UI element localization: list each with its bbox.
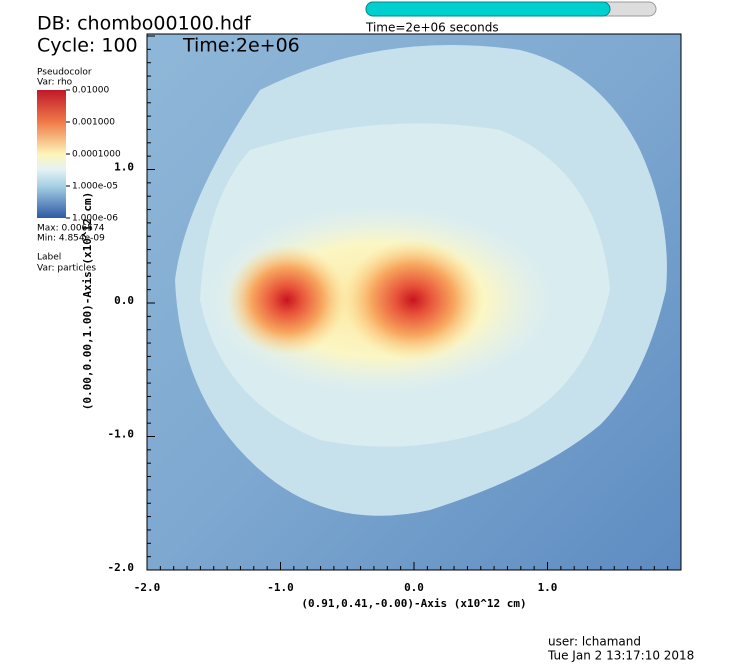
y-axis-title: (0.00,0.00,1.00)-Axis (x10^12 cm) bbox=[81, 192, 94, 411]
progress-fill bbox=[365, 1, 611, 17]
color-bar-label: 0.001000 bbox=[72, 118, 115, 128]
color-bar-label: 0.0001000 bbox=[72, 150, 121, 160]
cycle: Cycle: 100 bbox=[37, 35, 138, 57]
legend-max: Max: 0.006574 bbox=[37, 224, 105, 234]
user: user: lchamand bbox=[548, 635, 641, 649]
density-image bbox=[147, 34, 681, 570]
color-bar-label: 0.01000 bbox=[72, 86, 109, 96]
x-axis-title: (0.91,0.41,-0.00)-Axis (x10^12 cm) bbox=[301, 597, 526, 610]
color-bar bbox=[37, 90, 66, 218]
legend-label: Label bbox=[37, 253, 61, 263]
legend-min: Min: 4.854e-09 bbox=[37, 234, 105, 244]
color-bar-labels: 0.01000 0.001000 0.0001000 1.000e-05 1.000e-… bbox=[66, 86, 121, 224]
legend-var: Var: rho bbox=[37, 78, 73, 88]
y-tick-label: -2.0 bbox=[108, 561, 135, 574]
x-tick-label: 1.0 bbox=[538, 581, 558, 594]
x-tick-label: 0.0 bbox=[404, 581, 424, 594]
y-tick-label: -1.0 bbox=[108, 428, 135, 441]
db-name: DB: chombo00100.hdf bbox=[37, 13, 252, 35]
axis-ticks: -2.0 -1.0 0.0 1.0 1.0 0.0 -1.0 -2.0 bbox=[108, 35, 682, 594]
y-tick-label: 1.0 bbox=[114, 161, 134, 174]
color-bar-label: 1.000e-06 bbox=[72, 214, 118, 224]
legend-plot: Pseudocolor bbox=[37, 68, 92, 78]
y-tick-label: 0.0 bbox=[114, 294, 134, 307]
legend-label-var: Var: particles bbox=[37, 264, 96, 274]
date: Tue Jan 2 13:17:10 2018 bbox=[547, 649, 694, 663]
color-bar-label: 1.000e-05 bbox=[72, 182, 118, 192]
progress-label: Time=2e+06 seconds bbox=[365, 21, 499, 35]
x-tick-label: -2.0 bbox=[134, 581, 161, 594]
time: Time:2e+06 bbox=[182, 35, 300, 57]
x-tick-label: -1.0 bbox=[267, 581, 294, 594]
